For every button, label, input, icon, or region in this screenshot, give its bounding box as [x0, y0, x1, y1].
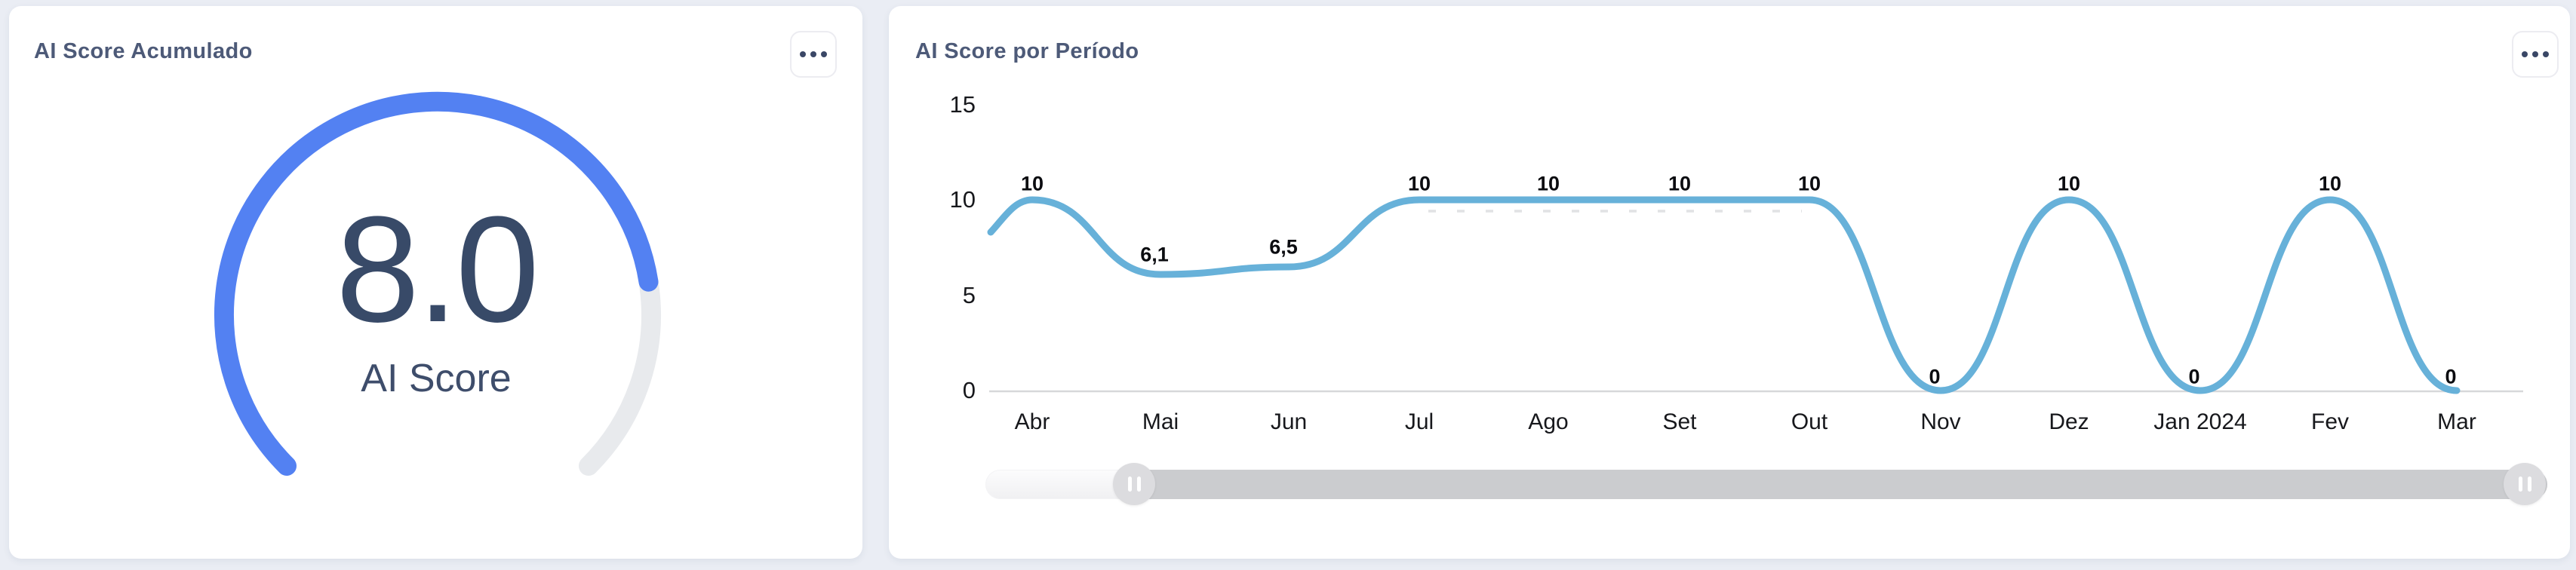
- ellipsis-icon: [2522, 51, 2549, 57]
- y-axis-tick: 5: [962, 282, 976, 308]
- scrollbar-left-handle[interactable]: [1113, 463, 1155, 505]
- ellipsis-icon: [800, 51, 827, 57]
- x-axis-label: Mar: [2437, 409, 2476, 434]
- y-axis-tick: 15: [949, 91, 976, 118]
- gauge-chart: [214, 91, 661, 476]
- x-axis-label: Mai: [1142, 409, 1179, 434]
- gauge-card-title: AI Score Acumulado: [34, 39, 253, 63]
- card-menu-button[interactable]: [790, 31, 837, 78]
- line-chart-card: AI Score por Período 15 10 5 0 Abr Mai J…: [889, 6, 2570, 559]
- x-axis-label: Abr: [1014, 409, 1050, 434]
- scrollbar-right-handle[interactable]: [2504, 463, 2546, 505]
- data-label: 0: [2188, 365, 2200, 388]
- gauge-label: AI Score: [361, 357, 512, 400]
- data-label: 10: [1797, 172, 1821, 195]
- gauge-arc-track: [579, 271, 661, 476]
- x-axis-label: Jan 2024: [2153, 409, 2247, 434]
- chart-scrollbar-range[interactable]: [1134, 470, 2547, 499]
- card-menu-button[interactable]: [2512, 31, 2559, 78]
- gauge-value: 8.0: [335, 185, 539, 354]
- grip-icon: [2518, 477, 2531, 492]
- data-label: 0: [1929, 365, 1941, 388]
- data-label: 0: [2445, 365, 2457, 388]
- grip-icon: [1127, 477, 1141, 492]
- data-label: 10: [1407, 172, 1431, 195]
- x-axis-label: Jul: [1404, 409, 1434, 434]
- gauge-card: AI Score Acumulado 8.0 AI Score: [9, 6, 862, 559]
- data-label: 10: [2318, 172, 2342, 195]
- x-axis-label: Fev: [2310, 409, 2350, 434]
- gauge-arc-value: [214, 91, 659, 476]
- data-label: 10: [1020, 172, 1044, 195]
- data-label: 6,1: [1140, 243, 1169, 266]
- line-card-title: AI Score por Período: [915, 39, 1139, 63]
- x-axis-label: Ago: [1528, 409, 1569, 434]
- x-axis-label: Out: [1791, 409, 1828, 434]
- data-label: 10: [2057, 172, 2081, 195]
- line-chart-plot: [987, 196, 2523, 394]
- x-axis-label: Jun: [1270, 409, 1308, 434]
- x-axis-label: Dez: [2049, 409, 2089, 434]
- y-axis-tick: 0: [962, 377, 976, 403]
- x-axis-label: Nov: [1920, 409, 1961, 434]
- data-label: 10: [1536, 172, 1560, 195]
- data-label: 6,5: [1269, 235, 1298, 259]
- line-series-path: [987, 196, 2461, 394]
- x-axis-label: Set: [1662, 409, 1697, 434]
- y-axis-tick: 10: [949, 186, 976, 213]
- data-label: 10: [1668, 172, 1692, 195]
